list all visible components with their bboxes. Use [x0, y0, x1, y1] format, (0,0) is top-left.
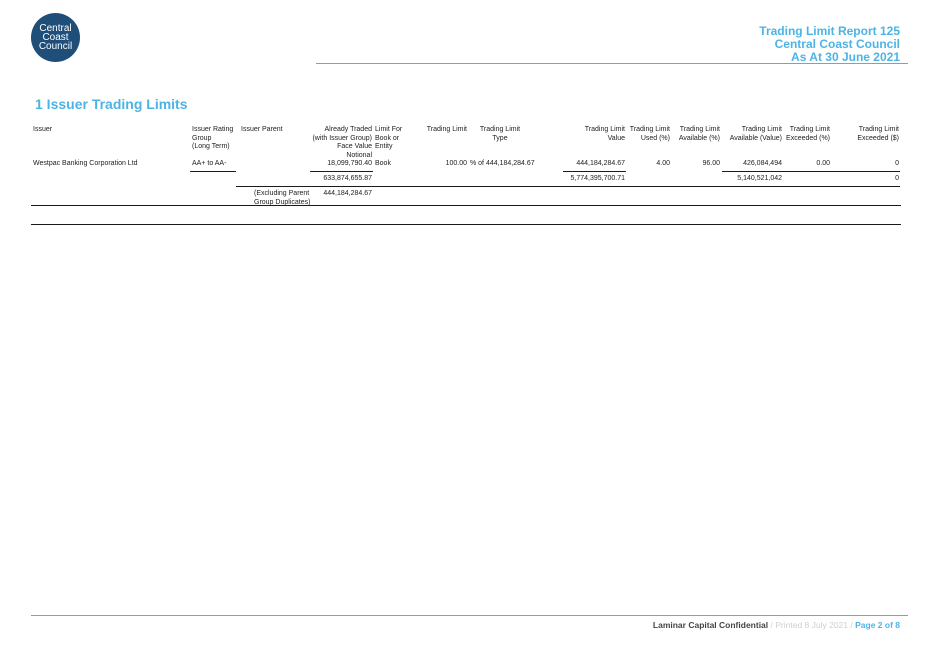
- row-separator: [236, 186, 900, 187]
- row-separator: [722, 171, 900, 172]
- header-tl-used: Trading Limit Used (%): [629, 126, 670, 142]
- header-trading-limit: Trading Limit: [426, 126, 467, 133]
- report-title: Trading Limit Report 125: [759, 24, 900, 38]
- report-date: As At 30 June 2021: [791, 50, 900, 64]
- footer: Laminar Capital Confidential / Printed 8…: [653, 620, 900, 630]
- cell-rating: AA+ to AA-: [192, 160, 227, 167]
- header-limit-for: Limit For Book or Entity: [375, 126, 403, 150]
- header-divider: [316, 63, 908, 64]
- cell-already-traded: 18,099,790.40: [327, 160, 372, 167]
- council-name: Central Coast Council: [774, 37, 900, 51]
- header-issuer-rating: Issuer Rating Group (Long Term): [192, 126, 234, 150]
- header-tl-available-value: Trading Limit Available (Value): [729, 126, 782, 142]
- footer-printed: / Printed 8 July 2021 /: [768, 620, 856, 630]
- logo-text-line2: Coast: [42, 32, 69, 43]
- cell-trading-limit-type: % of 444,184,284.67: [470, 160, 535, 167]
- cell-trading-limit: 100.00: [445, 160, 467, 167]
- row-separator: [563, 171, 626, 172]
- header-already-traded: Already Traded (with Issuer Group) Face …: [312, 126, 372, 159]
- cell-group-available-value: 5,140,521,042: [737, 175, 782, 182]
- row-separator: [310, 171, 373, 172]
- section-title: 1 Issuer Trading Limits: [35, 96, 188, 112]
- central-coast-council-logo: Central Coast Council: [31, 13, 80, 62]
- header-tl-exceeded-dollar: Trading Limit Exceeded ($): [857, 126, 899, 142]
- cell-excluding-label: (Excluding Parent Group Duplicates): [254, 190, 311, 206]
- footer-divider: [31, 615, 908, 616]
- cell-group-tl-value: 5,774,395,700.71: [570, 175, 626, 182]
- header-issuer-parent: Issuer Parent: [241, 126, 283, 133]
- cell-tl-exceeded-dollar: 0: [895, 160, 899, 167]
- cell-tl-available-value: 426,084,494: [743, 160, 782, 167]
- table-rule: [31, 224, 901, 225]
- cell-group-already-traded: 633,874,655.87: [323, 175, 372, 182]
- header-tl-value: Trading Limit Value: [584, 126, 625, 142]
- footer-confidential: Laminar Capital Confidential: [652, 620, 769, 630]
- cell-excluding-already-traded: 444,184,284.67: [323, 190, 372, 197]
- cell-tl-used: 4.00: [656, 160, 670, 167]
- cell-tl-exceeded-pct: 0.00: [816, 160, 830, 167]
- cell-limit-for: Book: [375, 160, 391, 167]
- table-rule: [31, 205, 901, 206]
- report-header: Trading Limit Report 125 Central Coast C…: [759, 25, 900, 64]
- header-issuer: Issuer: [33, 126, 53, 133]
- cell-group-exceeded-dollar: 0: [895, 175, 899, 182]
- cell-tl-available: 96.00: [702, 160, 720, 167]
- cell-tl-value: 444,184,284.67: [576, 160, 625, 167]
- cell-issuer: Westpac Banking Corporation Ltd: [33, 160, 138, 167]
- header-tl-exceeded-pct: Trading Limit Exceeded (%): [786, 126, 830, 142]
- header-tl-available: Trading Limit Available (%): [678, 126, 720, 142]
- logo-text-line1: Central: [39, 23, 72, 34]
- header-trading-limit-type: Trading Limit Type: [479, 126, 521, 142]
- footer-page-number: Page 2 of 8: [855, 620, 900, 630]
- row-separator: [190, 171, 236, 172]
- logo-text-line3: Council: [38, 41, 73, 52]
